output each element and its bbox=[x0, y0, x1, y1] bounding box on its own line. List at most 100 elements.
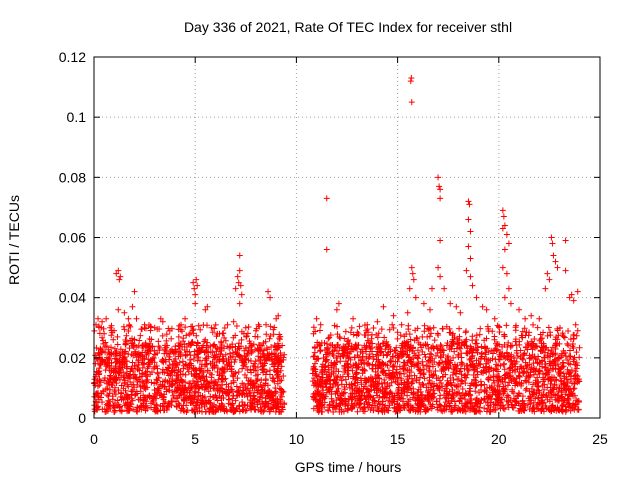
data-point bbox=[160, 359, 167, 366]
data-point bbox=[436, 183, 443, 190]
data-point bbox=[404, 401, 411, 408]
data-point bbox=[381, 379, 388, 386]
data-point bbox=[180, 365, 187, 372]
data-point bbox=[154, 385, 161, 392]
data-point bbox=[136, 352, 143, 359]
data-point bbox=[110, 369, 117, 376]
data-point bbox=[245, 347, 252, 354]
data-point bbox=[503, 322, 510, 329]
data-point bbox=[203, 378, 210, 385]
data-point bbox=[150, 365, 157, 372]
data-point bbox=[562, 237, 569, 244]
data-point bbox=[175, 369, 182, 376]
data-point bbox=[218, 338, 225, 345]
data-point bbox=[390, 362, 397, 369]
data-point bbox=[528, 312, 535, 319]
data-point bbox=[240, 387, 247, 394]
data-point bbox=[100, 325, 107, 332]
data-point bbox=[175, 326, 182, 333]
data-point bbox=[236, 252, 243, 259]
data-point bbox=[500, 213, 507, 220]
data-point bbox=[176, 348, 183, 355]
data-point bbox=[186, 356, 193, 363]
data-point bbox=[269, 377, 276, 384]
data-point bbox=[344, 370, 351, 377]
data-point bbox=[267, 333, 274, 340]
data-point bbox=[222, 351, 229, 358]
data-point bbox=[279, 406, 286, 413]
data-point bbox=[211, 401, 218, 408]
data-point bbox=[348, 324, 355, 331]
data-point bbox=[182, 315, 189, 322]
data-point bbox=[342, 376, 349, 383]
data-point bbox=[261, 407, 268, 414]
data-point bbox=[210, 342, 217, 349]
data-point bbox=[220, 369, 227, 376]
data-point bbox=[168, 378, 175, 385]
data-point bbox=[268, 405, 275, 412]
data-point bbox=[241, 371, 248, 378]
data-point bbox=[356, 323, 363, 330]
data-point bbox=[237, 384, 244, 391]
data-point bbox=[204, 367, 211, 374]
data-point bbox=[412, 294, 419, 301]
data-point bbox=[187, 380, 194, 387]
data-point bbox=[260, 347, 267, 354]
data-point bbox=[196, 347, 203, 354]
data-point bbox=[552, 258, 559, 265]
data-point bbox=[191, 388, 198, 395]
data-point bbox=[262, 399, 269, 406]
data-point bbox=[105, 379, 112, 386]
data-point bbox=[216, 387, 223, 394]
data-point bbox=[145, 344, 152, 351]
data-point bbox=[463, 328, 470, 335]
data-point bbox=[242, 407, 249, 414]
data-point bbox=[176, 379, 183, 386]
data-point bbox=[240, 362, 247, 369]
data-point bbox=[330, 408, 337, 415]
data-point bbox=[458, 371, 465, 378]
data-point bbox=[230, 334, 237, 341]
data-point bbox=[101, 374, 108, 381]
data-point bbox=[266, 408, 273, 415]
data-point bbox=[183, 344, 190, 351]
data-point bbox=[257, 354, 264, 361]
data-point bbox=[236, 408, 243, 415]
data-point bbox=[138, 326, 145, 333]
data-point bbox=[265, 404, 272, 411]
data-point bbox=[346, 384, 353, 391]
data-point bbox=[182, 324, 189, 331]
data-point bbox=[185, 368, 192, 375]
data-point bbox=[196, 405, 203, 412]
data-point bbox=[151, 394, 158, 401]
data-point bbox=[184, 389, 191, 396]
data-point bbox=[192, 291, 199, 298]
data-point bbox=[280, 372, 287, 379]
data-point bbox=[221, 325, 228, 332]
data-point bbox=[143, 380, 150, 387]
data-point bbox=[187, 400, 194, 407]
data-point bbox=[234, 375, 241, 382]
data-point bbox=[479, 303, 486, 310]
data-point bbox=[129, 303, 136, 310]
data-point bbox=[94, 383, 101, 390]
data-point bbox=[114, 333, 121, 340]
data-point bbox=[435, 332, 442, 339]
data-point bbox=[178, 405, 185, 412]
data-point bbox=[137, 332, 144, 339]
data-point bbox=[270, 392, 277, 399]
data-point bbox=[115, 306, 122, 313]
data-point bbox=[109, 393, 116, 400]
data-point bbox=[409, 270, 416, 277]
data-point bbox=[211, 362, 218, 369]
data-point bbox=[202, 355, 209, 362]
data-point bbox=[230, 318, 237, 325]
data-point bbox=[244, 351, 251, 358]
data-point bbox=[114, 341, 121, 348]
data-point bbox=[204, 322, 211, 329]
data-point bbox=[335, 300, 342, 307]
data-point bbox=[194, 339, 201, 346]
data-point bbox=[523, 378, 530, 385]
data-point bbox=[121, 309, 128, 316]
data-point bbox=[118, 359, 125, 366]
